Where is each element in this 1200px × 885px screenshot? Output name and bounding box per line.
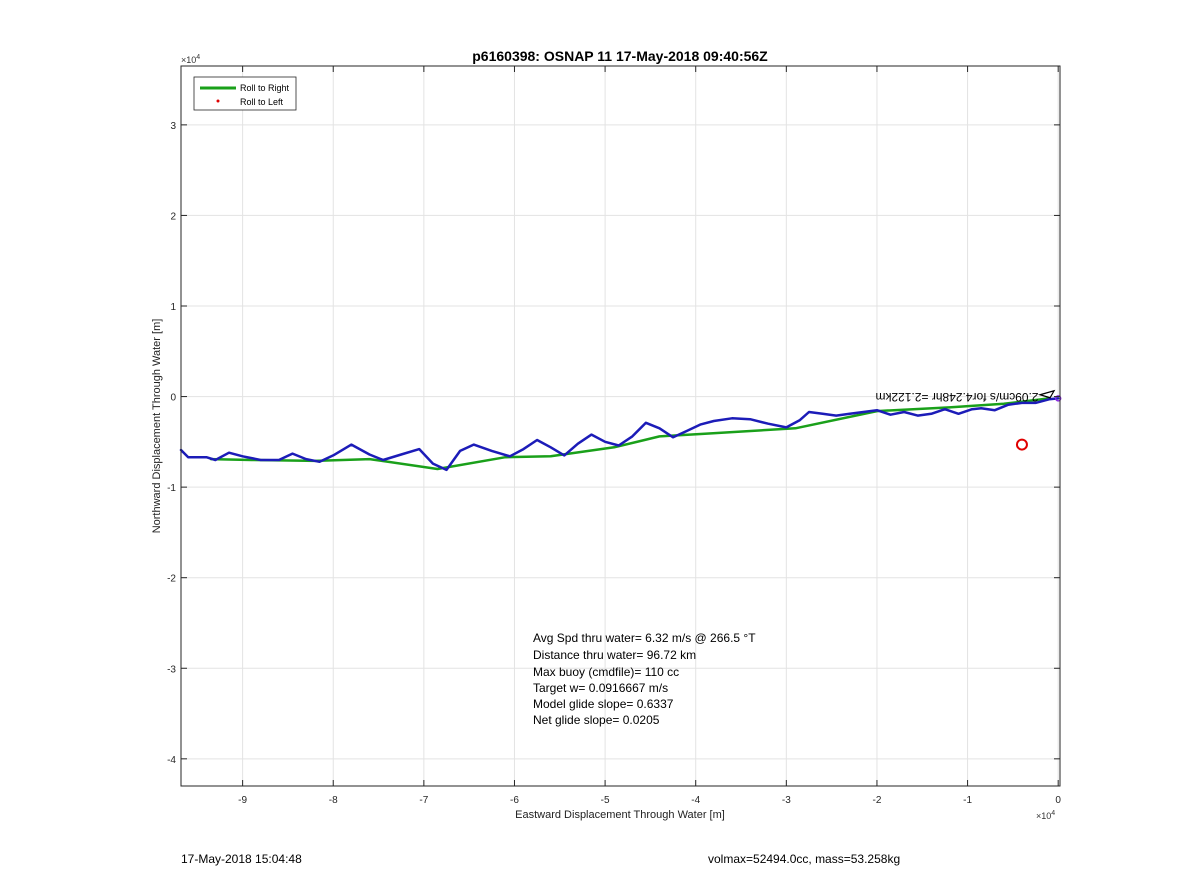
stats-line-avg-speed: Avg Spd thru water= 6.32 m/s @ 266.5 °T xyxy=(533,631,756,645)
stats-line-distance: Distance thru water= 96.72 km xyxy=(533,648,696,662)
x-axis-label: Eastward Displacement Through Water [m] xyxy=(515,809,725,821)
y-exponent-label: ×104 xyxy=(181,54,200,65)
flipped-distance-label: 2.09cm/s for4.248hr =2.122km xyxy=(875,390,1038,404)
series-line-track xyxy=(179,397,1060,472)
y-tick-label: -4 xyxy=(167,755,176,766)
y-tick-label: 0 xyxy=(170,393,176,404)
grid-lines xyxy=(181,66,1060,786)
stats-line-max-buoy: Max buoy (cmdfile)= 110 cc xyxy=(533,665,679,679)
current-arrow xyxy=(1037,389,1056,399)
x-tick-label: -4 xyxy=(691,795,700,806)
y-tick-label: -2 xyxy=(167,574,176,585)
y-axis-label: Northward Displacement Through Water [m] xyxy=(151,319,163,534)
x-exponent-label: ×104 xyxy=(1036,810,1055,821)
x-tick-label: -9 xyxy=(238,795,247,806)
x-tick-label: 0 xyxy=(1055,795,1061,806)
y-tick-label: -3 xyxy=(167,664,176,675)
footer-vol-mass: volmax=52494.0cc, mass=53.258kg xyxy=(708,852,901,866)
y-tick-label: 3 xyxy=(170,121,176,132)
x-tick-label: -8 xyxy=(329,795,338,806)
legend: Roll to Right Roll to Left xyxy=(193,76,297,111)
series-line-roll-right xyxy=(209,397,1051,471)
x-tick-label: -5 xyxy=(601,795,610,806)
plot-area xyxy=(181,66,1060,786)
stats-line-target-w: Target w= 0.0916667 m/s xyxy=(533,681,668,695)
legend-label-roll-right: Roll to Right xyxy=(240,83,290,93)
axis-ticks: -9 -8 -7 -6 -5 -4 -3 -2 -1 0 -4 -3 -2 -1 0 1 2 3 xyxy=(167,66,1061,806)
legend-swatch-roll-left xyxy=(216,99,220,103)
chart-title: p6160398: OSNAP 11 17-May-2018 09:40:56Z xyxy=(472,48,768,64)
y-tick-label: -1 xyxy=(167,483,176,494)
legend-box xyxy=(193,76,297,111)
y-tick-label: 1 xyxy=(170,302,176,313)
x-tick-label: -2 xyxy=(872,795,881,806)
x-tick-label: -3 xyxy=(782,795,791,806)
x-tick-label: -1 xyxy=(963,795,972,806)
y-tick-label: 2 xyxy=(170,211,176,222)
stats-line-model-glide: Model glide slope= 0.6337 xyxy=(533,697,674,711)
data-lines xyxy=(179,389,1062,472)
red-circle-marker xyxy=(1015,438,1028,451)
footer-timestamp: 17-May-2018 15:04:48 xyxy=(181,852,302,866)
x-tick-label: -6 xyxy=(510,795,519,806)
stats-annotation: Avg Spd thru water= 6.32 m/s @ 266.5 °T … xyxy=(533,631,756,727)
plot-frame xyxy=(180,65,1061,787)
endpoint-marker xyxy=(1054,395,1062,402)
stats-line-net-glide: Net glide slope= 0.0205 xyxy=(533,713,660,727)
legend-label-roll-left: Roll to Left xyxy=(240,97,284,107)
x-tick-label: -7 xyxy=(419,795,428,806)
